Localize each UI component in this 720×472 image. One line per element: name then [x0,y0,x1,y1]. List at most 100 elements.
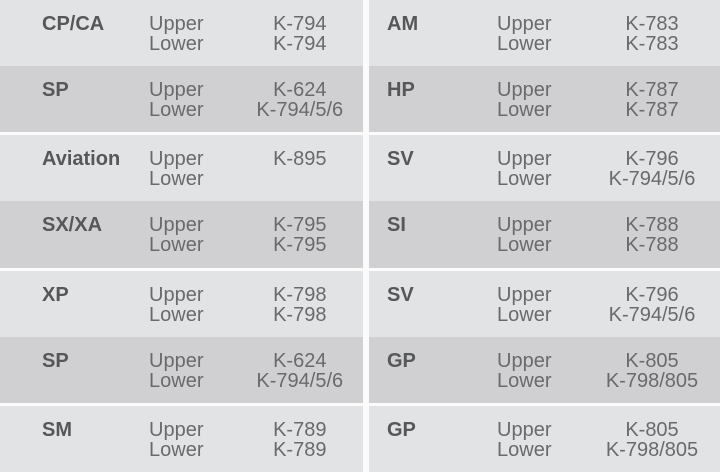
model-label: SM [42,418,72,441]
lower-arch-value: K-794/5/6 [608,303,696,326]
table-row: XP Upper Lower K-798 K-798 [0,270,363,337]
model-label: HP [387,79,415,102]
lower-arch-label: Lower [149,369,204,392]
lower-arch-value: K-794 [273,33,327,55]
table-row: SI Upper Lower K-788 K-788 [369,201,720,271]
upper-arch-value: K-794 [273,13,327,35]
lower-arch-label: Lower [497,33,552,55]
lower-arch-value: K-794/5/6 [608,168,696,191]
upper-arch-value: K-795 [273,214,327,237]
table-column-right: AM Upper Lower K-783 K-783 HP Upper Lowe… [369,0,720,472]
lower-arch-value: K-798 [273,303,327,326]
model-label: XP [42,283,69,306]
arch-label-column: Upper Lower [497,351,587,391]
upper-arch-value: K-788 [625,214,679,237]
lower-arch-value: K-789 [273,438,327,461]
arch-label-column: Upper Lower [149,285,237,325]
table-row: SX/XA Upper Lower K-795 K-795 [0,201,363,271]
arch-label-column: Upper Lower [149,351,237,391]
lower-arch-label: Lower [149,168,204,191]
arch-label-column: Upper Lower [497,149,587,189]
upper-arch-value: K-805 [625,349,679,372]
arch-value-column: K-794 K-794 [237,14,363,54]
lower-arch-label: Lower [497,303,552,326]
table-row: AM Upper Lower K-783 K-783 [369,0,720,67]
lower-arch-value: K-798/805 [605,438,699,461]
lower-arch-label: Lower [149,99,204,122]
lower-arch-value: K-795 [273,234,327,257]
arch-value-column: K-783 K-783 [587,14,717,54]
upper-arch-label: Upper [149,283,204,306]
upper-arch-label: Upper [497,283,552,306]
table-row: SV Upper Lower K-796 K-794/5/6 [369,270,720,337]
upper-arch-value: K-789 [273,418,327,441]
arch-label-column: Upper Lower [149,215,237,255]
lower-arch-label: Lower [497,438,552,461]
table-row: GP Upper Lower K-805 K-798/805 [369,405,720,472]
arch-label-column: Upper Lower [149,14,237,54]
table-row: SP Upper Lower K-624 K-794/5/6 [0,66,363,136]
upper-arch-label: Upper [497,214,552,237]
model-label: SV [387,148,414,171]
arch-value-column: K-789 K-789 [237,420,363,460]
arch-label-column: Upper Lower [149,149,237,189]
model-label: SV [387,283,414,306]
arch-value-column: K-624 K-794/5/6 [237,351,363,391]
lower-arch-label: Lower [149,438,204,461]
upper-arch-label: Upper [149,148,204,171]
lower-arch-value: K-788 [625,234,679,257]
lower-arch-label: Lower [497,369,552,392]
model-label: SP [42,349,69,372]
lower-arch-value: K-787 [625,99,679,122]
arch-label-column: Upper Lower [497,215,587,255]
arch-value-column: K-795 K-795 [237,215,363,255]
table-row: HP Upper Lower K-787 K-787 [369,66,720,136]
upper-arch-label: Upper [497,349,552,372]
upper-arch-label: Upper [149,349,204,372]
arch-label-column: Upper Lower [497,285,587,325]
lower-arch-value: K-798/805 [605,369,699,392]
table-row: SM Upper Lower K-789 K-789 [0,405,363,472]
lower-arch-value: K-783 [625,33,679,55]
model-label: SX/XA [42,214,103,237]
column-divider [363,0,369,472]
model-label: SI [387,214,406,237]
model-label: SP [42,79,69,102]
arch-label-column: Upper Lower [497,420,587,460]
arch-label-column: Upper Lower [149,420,237,460]
lower-arch-label: Lower [497,234,552,257]
table-row: SV Upper Lower K-796 K-794/5/6 [369,135,720,202]
arch-value-column: K-798 K-798 [237,285,363,325]
lower-arch-label: Lower [149,234,204,257]
arch-value-column: K-796 K-794/5/6 [587,285,717,325]
table-row: SP Upper Lower K-624 K-794/5/6 [0,336,363,406]
arch-value-column: K-805 K-798/805 [587,351,717,391]
upper-arch-label: Upper [149,214,204,237]
arch-value-column: K-787 K-787 [587,80,717,120]
upper-arch-value: K-783 [625,13,679,35]
arch-value-column: K-624 K-794/5/6 [237,80,363,120]
lower-arch-value: K-794/5/6 [256,99,344,122]
upper-arch-value: K-895 [273,148,327,171]
model-label: GP [387,349,416,372]
upper-arch-label: Upper [497,148,552,171]
upper-arch-label: Upper [149,13,204,35]
model-label: Aviation [42,148,121,171]
lower-arch-label: Lower [497,168,552,191]
arch-value-column: K-796 K-794/5/6 [587,149,717,189]
arch-label-column: Upper Lower [497,80,587,120]
table-column-left: CP/CA Upper Lower K-794 K-794 SP Upper L… [0,0,363,472]
lower-arch-label: Lower [497,99,552,122]
lower-arch-value [237,169,363,189]
table-row: Aviation Upper Lower K-895 [0,135,363,202]
model-label: GP [387,418,416,441]
arch-value-column: K-895 [237,149,363,189]
arch-value-column: K-788 K-788 [587,215,717,255]
upper-arch-value: K-787 [625,79,679,102]
arch-label-column: Upper Lower [149,80,237,120]
upper-arch-value: K-796 [625,283,679,306]
table-row: GP Upper Lower K-805 K-798/805 [369,336,720,406]
lower-arch-value: K-794/5/6 [256,369,344,392]
upper-arch-label: Upper [149,79,204,102]
lower-arch-label: Lower [149,33,204,55]
